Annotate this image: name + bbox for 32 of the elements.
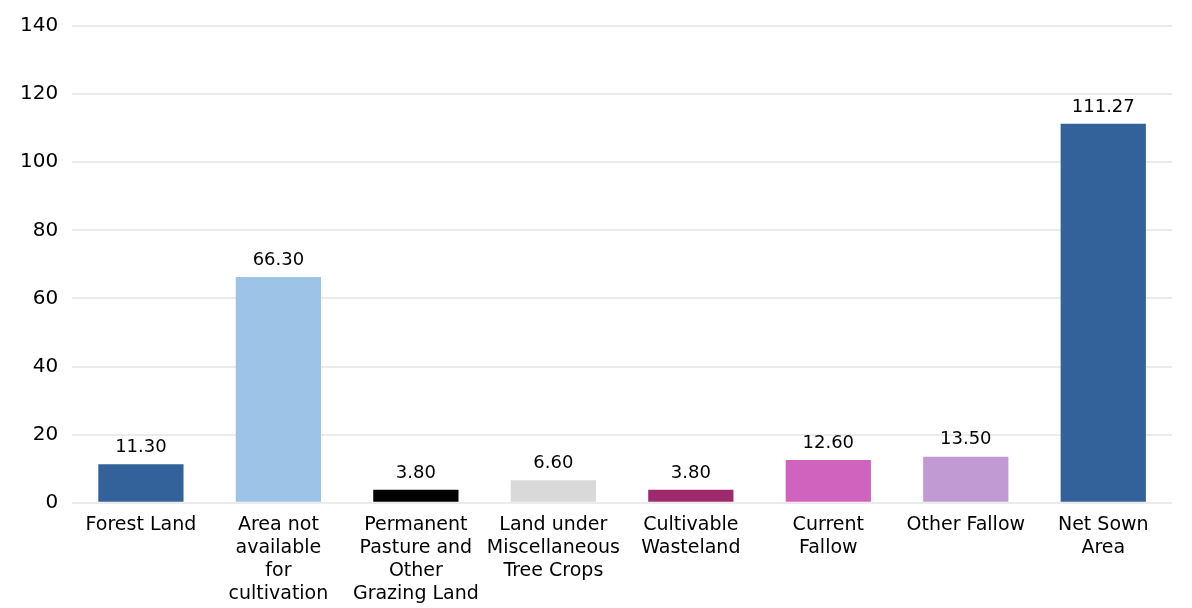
data-label: 11.30 [115,434,167,456]
y-tick-label: 60 [32,284,59,309]
data-label: 6.60 [533,450,574,472]
x-tick-label: Net Sown Area [1057,512,1149,557]
bar [235,277,322,502]
data-label: 3.80 [670,460,711,482]
x-tick-label: Cultivable Wasteland [641,512,741,557]
y-tick-label: 40 [32,352,59,377]
y-tick-label: 0 [45,489,59,513]
y-tick-label: 80 [32,216,59,241]
bar [1060,123,1146,502]
y-tick-label: 120 [19,80,59,105]
bar [373,489,459,502]
data-label: 13.50 [940,427,992,449]
x-tick-label: Other Fallow [906,512,1026,535]
data-label: 111.27 [1071,94,1135,116]
x-tick-label: Land under Miscellaneous Tree Crops [486,512,620,580]
x-tick-label: Current Fallow [792,512,864,557]
bar [648,489,734,502]
bar [98,464,184,502]
y-tick-label: 140 [19,12,59,37]
x-tick-label: Permanent Pasture and Other Grazing Land [352,512,479,603]
bar [510,480,596,502]
x-tick-label: Area not available for cultivation [228,512,329,603]
bar [923,456,1009,502]
y-tick-label: 20 [32,420,59,445]
bar [785,459,871,502]
y-tick-label: 100 [19,148,59,173]
data-label: 3.80 [395,460,436,482]
data-label: 12.60 [802,430,855,452]
data-label: 66.30 [252,247,305,269]
x-tick-label: Forest Land [85,512,197,535]
